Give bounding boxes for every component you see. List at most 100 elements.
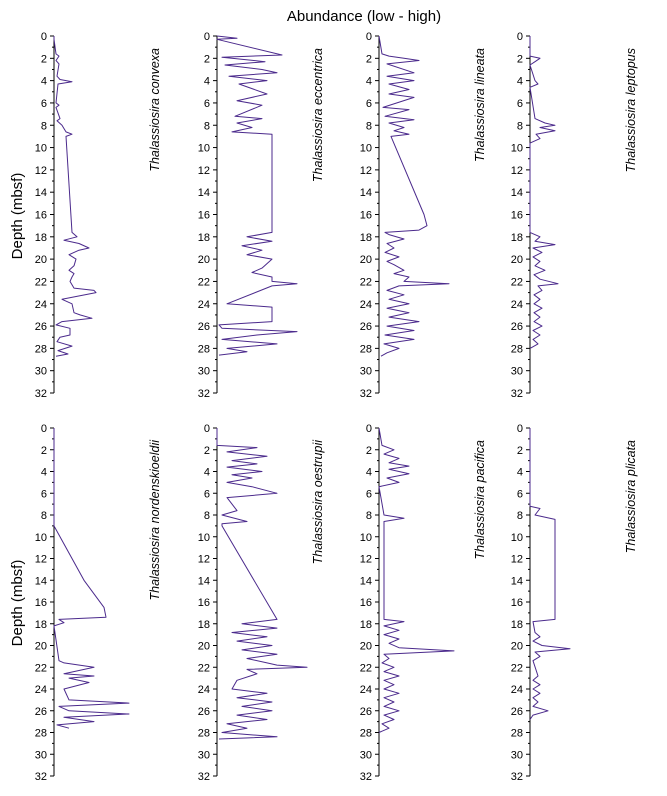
y-axis-label-top: Depth (mbsf) <box>9 173 26 260</box>
y-tick-label: 0 <box>204 423 210 435</box>
y-tick-label: 16 <box>198 210 210 222</box>
y-tick-label: 4 <box>517 76 523 88</box>
y-tick-label: 12 <box>198 554 210 566</box>
y-tick-label: 14 <box>511 575 523 587</box>
y-tick-label: 26 <box>360 321 372 333</box>
y-tick-label: 12 <box>511 554 523 566</box>
y-tick-label: 14 <box>511 187 523 199</box>
species-label: Thalassiosira nordenskioeldii <box>148 439 162 601</box>
species-label: Thalassiosira lineata <box>473 48 487 162</box>
y-tick-label: 28 <box>511 343 523 355</box>
y-tick-label: 24 <box>35 299 47 311</box>
y-tick-label: 6 <box>41 488 47 500</box>
y-tick-label: 6 <box>366 488 372 500</box>
y-tick-label: 20 <box>360 254 372 266</box>
y-tick-label: 28 <box>198 343 210 355</box>
species-label: Thalassiosira convexa <box>148 48 162 172</box>
y-tick-label: 18 <box>35 232 47 244</box>
y-tick-label: 30 <box>360 366 372 378</box>
y-tick-label: 2 <box>366 445 372 457</box>
y-tick-label: 10 <box>198 532 210 544</box>
y-tick-label: 10 <box>35 143 47 155</box>
y-tick-label: 0 <box>41 31 47 43</box>
y-tick-label: 18 <box>360 232 372 244</box>
abundance-line <box>378 427 455 733</box>
y-tick-label: 24 <box>360 684 372 696</box>
y-tick-label: 12 <box>35 554 47 566</box>
y-tick-label: 30 <box>198 366 210 378</box>
y-tick-label: 6 <box>204 98 210 110</box>
y-tick-label: 30 <box>511 366 523 378</box>
y-tick-label: 8 <box>366 510 372 522</box>
species-label: Thalassiosira pacifica <box>473 440 487 560</box>
y-tick-label: 20 <box>35 254 47 266</box>
y-tick-label: 0 <box>204 31 210 43</box>
abundance-line <box>529 36 559 349</box>
y-tick-label: 22 <box>360 662 372 674</box>
species-label: Thalassiosira eccentrica <box>311 48 325 182</box>
y-tick-label: 20 <box>198 254 210 266</box>
y-tick-label: 14 <box>360 187 372 199</box>
species-label: Thalassiosira oestrupii <box>311 439 325 565</box>
y-tick-label: 18 <box>360 619 372 631</box>
y-tick-label: 16 <box>360 210 372 222</box>
y-tick-label: 18 <box>511 619 523 631</box>
abundance-line <box>529 428 571 720</box>
y-tick-label: 28 <box>360 728 372 740</box>
y-axis-label-bottom: Depth (mbsf) <box>9 560 26 647</box>
y-tick-label: 16 <box>35 597 47 609</box>
y-tick-label: 18 <box>198 619 210 631</box>
y-tick-label: 30 <box>198 749 210 761</box>
y-tick-label: 28 <box>198 728 210 740</box>
y-tick-label: 32 <box>511 388 523 400</box>
y-tick-label: 8 <box>204 120 210 132</box>
y-tick-label: 10 <box>35 532 47 544</box>
y-tick-label: 2 <box>366 53 372 65</box>
y-tick-label: 14 <box>360 575 372 587</box>
y-tick-label: 16 <box>511 210 523 222</box>
panel-thalassiosira-pacifica: 02468101214161820222426283032Thalassiosi… <box>360 423 487 783</box>
y-tick-label: 16 <box>198 597 210 609</box>
y-tick-label: 8 <box>366 120 372 132</box>
y-tick-label: 8 <box>41 120 47 132</box>
y-tick-label: 22 <box>360 276 372 288</box>
y-tick-label: 6 <box>517 488 523 500</box>
panel-thalassiosira-lineata: 02468101214161820222426283032Thalassiosi… <box>360 31 487 400</box>
y-tick-label: 8 <box>517 120 523 132</box>
y-tick-label: 4 <box>517 467 523 479</box>
y-tick-label: 30 <box>511 749 523 761</box>
y-tick-label: 8 <box>204 510 210 522</box>
y-tick-label: 24 <box>198 299 210 311</box>
y-tick-label: 10 <box>511 143 523 155</box>
y-tick-label: 10 <box>511 532 523 544</box>
y-tick-label: 28 <box>360 343 372 355</box>
y-tick-label: 2 <box>517 445 523 457</box>
panel-thalassiosira-oestrupii: 02468101214161820222426283032Thalassiosi… <box>198 423 325 783</box>
y-tick-label: 2 <box>204 53 210 65</box>
y-tick-label: 24 <box>511 299 523 311</box>
y-tick-label: 32 <box>511 771 523 783</box>
y-tick-label: 24 <box>360 299 372 311</box>
y-tick-label: 12 <box>35 165 47 177</box>
y-tick-label: 14 <box>35 187 47 199</box>
y-tick-label: 28 <box>35 728 47 740</box>
y-tick-label: 2 <box>204 445 210 457</box>
y-tick-label: 8 <box>41 510 47 522</box>
y-tick-label: 16 <box>511 597 523 609</box>
y-tick-label: 6 <box>366 98 372 110</box>
y-tick-label: 24 <box>511 684 523 696</box>
y-tick-label: 18 <box>35 619 47 631</box>
y-tick-label: 30 <box>35 749 47 761</box>
y-tick-label: 30 <box>35 366 47 378</box>
y-tick-label: 12 <box>360 165 372 177</box>
abundance-line <box>53 428 130 729</box>
y-tick-label: 2 <box>517 53 523 65</box>
y-tick-label: 2 <box>41 445 47 457</box>
y-tick-label: 6 <box>204 488 210 500</box>
y-tick-label: 24 <box>198 684 210 696</box>
abundance-line <box>53 36 97 357</box>
y-tick-label: 10 <box>198 143 210 155</box>
y-tick-label: 20 <box>511 254 523 266</box>
y-tick-label: 14 <box>198 187 210 199</box>
y-tick-label: 0 <box>517 423 523 435</box>
